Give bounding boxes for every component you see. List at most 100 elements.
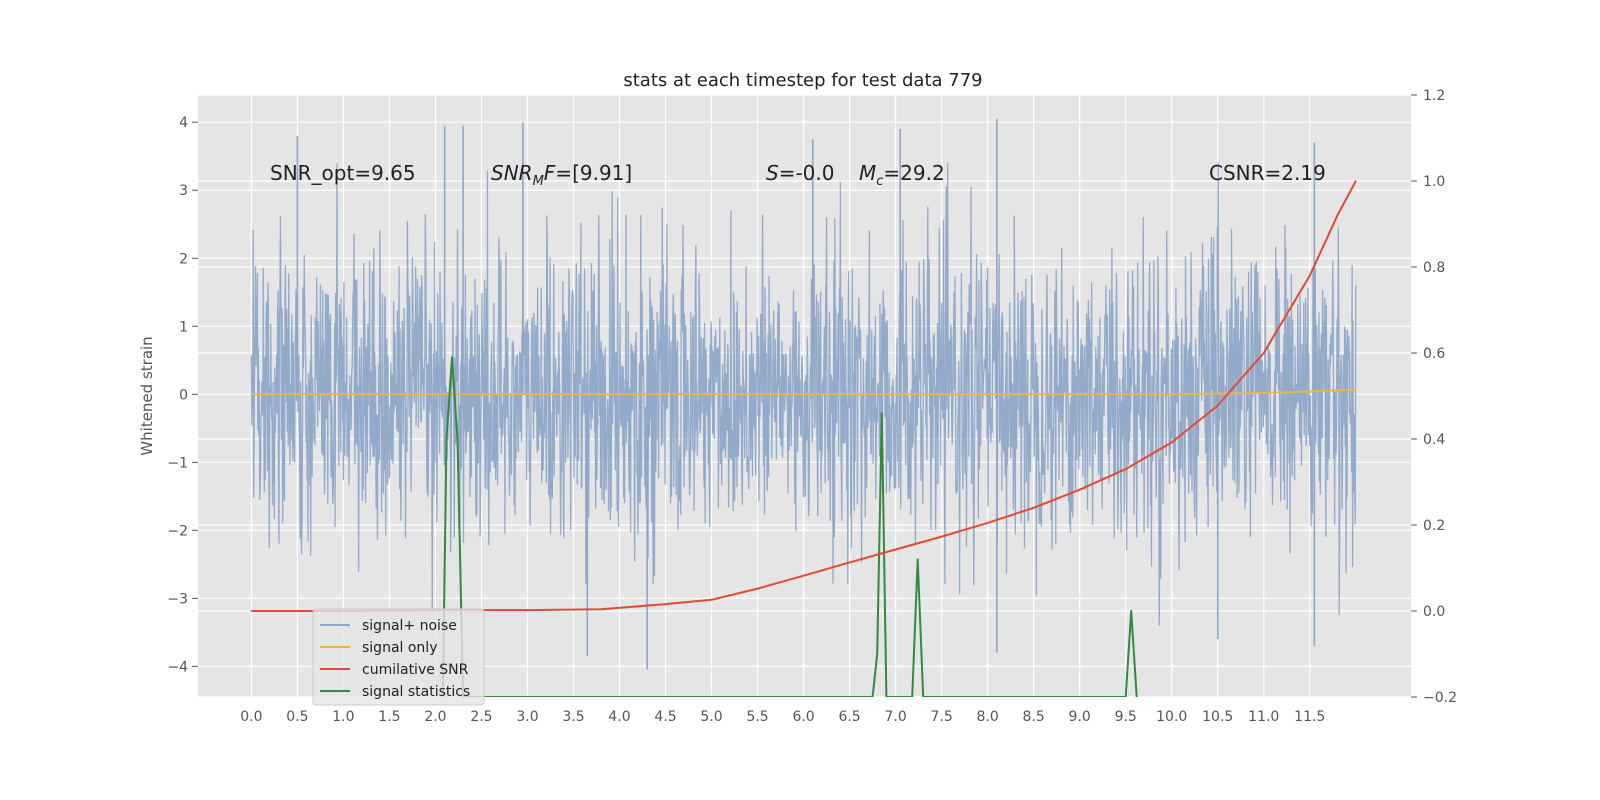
series-layer <box>250 118 1357 697</box>
series-line-signal-statistics-point <box>1130 610 1132 612</box>
y-tick-label: −2 <box>167 523 188 539</box>
series-line-signal-statistics-point <box>871 696 874 697</box>
annotation-snr-opt: SNR_opt=9.65 <box>270 161 416 185</box>
annotation-mc: Mc=29.2 <box>859 161 945 189</box>
series-line-cumulative-snr-point <box>848 561 851 564</box>
series-line-cumulative-snr-point <box>526 609 529 611</box>
series-line-cumulative-snr-point <box>710 599 713 601</box>
x-tick-label: 2.5 <box>470 709 492 725</box>
y2-tick-label: 1.2 <box>1423 88 1445 104</box>
series-line-cumulative-snr-point <box>940 535 943 538</box>
series-line-signal-only-point <box>1309 390 1311 393</box>
series-line-cumulative-snr-point <box>1216 404 1219 407</box>
y2-tick-label: 0.6 <box>1423 346 1445 362</box>
x-tick-label: 5.5 <box>746 709 768 725</box>
x-tick-label: 1.5 <box>378 709 400 725</box>
series-line-cumulative-snr-point <box>1032 507 1035 509</box>
series-line-cumulative-snr-point <box>600 608 602 611</box>
y2-axis-ticks: 1.2 1.0 0.8 0.6 0.4 0.2 0.0 −0.2 <box>1411 88 1457 706</box>
series-line-signal-statistics-point <box>451 356 453 359</box>
series-line-cumulative-snr-point <box>894 548 897 551</box>
series-line-cumulative-snr-point <box>986 522 989 524</box>
annotation-s: S=-0.0 <box>766 161 834 185</box>
series-line-signal-only-point <box>434 393 437 396</box>
y-axis-ticks: 4 3 2 1 0 −1 −2 −3 −4 <box>167 115 198 675</box>
series-line-signal-statistics-point <box>1124 696 1127 697</box>
series-line-cumulative-snr-point <box>1078 488 1081 491</box>
legend-label-signal-noise: signal+ noise <box>362 618 457 634</box>
series-line-signal-only-point <box>618 393 621 396</box>
x-tick-label: 9.5 <box>1115 709 1137 725</box>
y2-tick-label: 0.4 <box>1423 432 1445 448</box>
y2-tick-label: −0.2 <box>1423 690 1457 706</box>
series-line-signal-only-point <box>1355 388 1357 391</box>
x-tick-label: 0.0 <box>240 709 262 725</box>
series-line-signal-statistics-point <box>876 653 878 655</box>
x-tick-label: 11.0 <box>1248 709 1279 725</box>
y-tick-label: 2 <box>179 251 188 267</box>
series-line-cumulative-snr <box>251 180 1357 612</box>
x-tick-label: 9.0 <box>1069 709 1091 725</box>
series-line-cumulative-snr-point <box>802 574 805 577</box>
series-line-signal-statistics-point <box>885 696 888 697</box>
series-line-cumulative-snr-point <box>1170 441 1173 444</box>
y2-tick-label: 1.0 <box>1423 174 1445 190</box>
series-line-cumulative-snr-point <box>756 587 759 590</box>
annotations: SNR_opt=9.65 SNRMF=[9.91] S=-0.0 Mc=29.2… <box>270 161 1326 189</box>
series-line-signal-only-point <box>1262 392 1265 394</box>
series-line-cumulative-snr-point <box>250 610 253 612</box>
x-tick-label: 10.0 <box>1156 709 1187 725</box>
y-axis-label: Whitened strain <box>138 336 156 455</box>
x-tick-label: 4.0 <box>608 709 630 725</box>
legend-label-signal-only: signal only <box>362 640 437 656</box>
series-line-signal-statistics-point <box>881 412 883 415</box>
legend: signal+ noise signal only cumilative SNR… <box>312 608 485 706</box>
chart-title: stats at each timestep for test data 779 <box>623 70 982 91</box>
x-tick-label: 4.5 <box>654 709 676 725</box>
series-line-signal-statistics-point <box>911 696 913 697</box>
x-axis-ticks: 0.0 0.5 1.0 1.5 2.0 2.5 3.0 3.5 4.0 4.5 5.0 5.5 6.0 6… <box>240 709 1325 725</box>
series-line-signal-statistics-point <box>916 558 919 561</box>
series-line-signal-statistics-point <box>456 438 459 440</box>
y-tick-label: 4 <box>179 115 188 131</box>
series-line-cumulative-snr-point <box>1355 180 1357 182</box>
series-line-cumulative-snr-point <box>1336 214 1339 217</box>
legend-label-cumulative-snr: cumilative SNR <box>362 662 469 678</box>
series-line-signal-only-point <box>802 393 805 396</box>
y-tick-label: −4 <box>167 659 188 675</box>
x-tick-label: 6.0 <box>792 709 814 725</box>
series-line-signal-statistics-point <box>1135 696 1138 697</box>
series-line-signal-only-point <box>1170 393 1173 396</box>
y-tick-label: −1 <box>167 455 188 471</box>
y-tick-label: 1 <box>179 319 188 335</box>
x-tick-label: 6.5 <box>838 709 860 725</box>
x-tick-label: 7.0 <box>884 709 906 725</box>
x-tick-label: 8.0 <box>977 709 999 725</box>
x-tick-label: 0.5 <box>286 709 308 725</box>
x-tick-label: 5.0 <box>700 709 722 725</box>
x-tick-label: 7.5 <box>930 709 952 725</box>
series-line-signal-noise <box>250 162 1357 626</box>
series-line-cumulative-snr-point <box>1309 274 1311 277</box>
y-tick-label: −3 <box>167 591 188 607</box>
x-tick-label: 3.0 <box>516 709 538 725</box>
series-line-signal-statistics-point <box>922 696 924 697</box>
series-line-signal-only-point <box>986 393 989 396</box>
x-tick-label: 10.5 <box>1202 709 1233 725</box>
x-tick-label: 2.0 <box>424 709 446 725</box>
annotation-snr-mf: SNRMF=[9.91] <box>491 161 632 189</box>
annotation-csnr: CSNR=2.19 <box>1209 161 1326 185</box>
y2-tick-label: 0.0 <box>1423 604 1445 620</box>
series-line-cumulative-snr-point <box>1262 352 1265 354</box>
x-tick-label: 1.0 <box>332 709 354 725</box>
y2-tick-label: 0.8 <box>1423 260 1445 276</box>
series-line-signal-only-point <box>250 393 253 396</box>
series-clip-group <box>250 118 1357 697</box>
series-line-signal-statistics-point <box>445 438 448 440</box>
legend-label-signal-statistics: signal statistics <box>362 684 470 700</box>
x-tick-label: 3.5 <box>562 709 584 725</box>
x-tick-label: 11.5 <box>1294 709 1325 725</box>
x-tick-label: 8.5 <box>1023 709 1045 725</box>
series-line-cumulative-snr-point <box>1124 468 1127 470</box>
